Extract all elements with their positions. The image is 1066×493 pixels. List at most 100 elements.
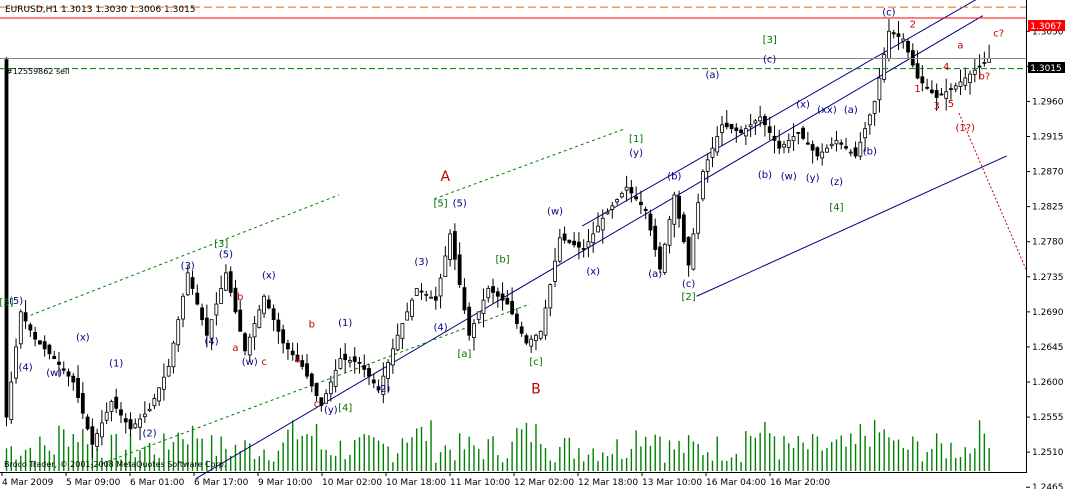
- candle-body: [624, 186, 629, 191]
- wave-label: [5]: [0, 298, 14, 309]
- time-tick-label: 12 Mar 02:00: [514, 478, 574, 488]
- candle-body: [343, 353, 348, 360]
- candle-body: [386, 362, 391, 379]
- candle-body: [157, 387, 162, 402]
- candle-body: [462, 287, 467, 311]
- candle-body: [281, 329, 286, 344]
- candle-body: [720, 124, 724, 133]
- candle-body: [963, 77, 968, 86]
- candle-body: [634, 196, 639, 200]
- candle-body: [839, 142, 844, 145]
- candle-body: [543, 307, 548, 336]
- candle-body: [534, 334, 538, 342]
- candle-body: [252, 323, 257, 338]
- candle-body: [348, 360, 352, 363]
- wave-label: (1?): [956, 123, 976, 134]
- candle-body: [433, 296, 438, 301]
- time-tick-label: 12 Mar 18:00: [578, 478, 638, 488]
- candle-body: [505, 298, 510, 305]
- candle-body: [820, 151, 825, 159]
- candle-body: [109, 401, 114, 412]
- candle-body: [782, 143, 786, 148]
- candle-body: [476, 311, 481, 320]
- candle-body: [381, 375, 386, 395]
- wave-label: (4): [205, 337, 219, 348]
- candle-body: [586, 241, 591, 248]
- candle-body: [553, 260, 557, 282]
- wave-label: [a]: [457, 349, 471, 360]
- time-tick-label: 13 Mar 10:00: [642, 478, 702, 488]
- volume-histogram: [5, 419, 990, 471]
- candle-body: [424, 293, 429, 296]
- wave-label: (a): [844, 105, 858, 116]
- candle-body: [438, 277, 443, 297]
- wave-label: [5]: [433, 199, 447, 210]
- wave-label: (y): [806, 173, 820, 184]
- candle-body: [47, 344, 52, 355]
- time-tick-label: 5 Mar 09:00: [66, 478, 121, 488]
- wave-label: (3): [181, 261, 195, 272]
- price-tick-label: 1.2735: [1032, 273, 1064, 283]
- candle-body: [495, 291, 500, 297]
- candle-body: [648, 213, 653, 231]
- candle-body: [772, 135, 777, 141]
- candle-body: [452, 231, 457, 260]
- candle-body: [333, 369, 338, 387]
- candle-body: [410, 299, 414, 317]
- wave-label: a: [957, 40, 963, 51]
- wave-label: (x): [586, 266, 600, 277]
- candle-body: [314, 383, 319, 397]
- candle-body: [486, 288, 491, 299]
- wave-label: (w): [547, 206, 563, 217]
- upper-channel-lower: [696, 155, 1007, 297]
- candle-body: [181, 295, 185, 320]
- candle-body: [605, 211, 610, 215]
- candle-body: [95, 433, 100, 447]
- candle-body: [672, 194, 677, 225]
- wave-label: (w): [242, 357, 258, 368]
- time-tick-label: 6 Mar 01:00: [130, 478, 185, 488]
- candle-body: [791, 136, 796, 142]
- candle-body: [577, 241, 581, 248]
- price-tick-label: 1.2555: [1032, 413, 1064, 423]
- candle-body: [529, 338, 534, 347]
- candle-body: [419, 290, 424, 293]
- price-tick-label: 1.2780: [1032, 238, 1064, 248]
- candle-body: [257, 309, 262, 328]
- candle-body: [910, 50, 915, 66]
- candle-body: [643, 208, 648, 211]
- wave-label: A: [441, 169, 451, 185]
- candle-body: [362, 365, 367, 370]
- candle-body: [219, 288, 224, 304]
- candle-body: [233, 287, 238, 313]
- candle-body: [247, 336, 252, 356]
- candle-body: [457, 254, 462, 285]
- candle-body: [982, 62, 987, 64]
- candle-body: [920, 76, 925, 84]
- candle-body: [677, 195, 681, 219]
- wave-label: (w): [46, 368, 62, 379]
- candle-body: [600, 217, 605, 231]
- time-tick-label: 10 Mar 02:00: [322, 478, 382, 488]
- candle-body: [953, 85, 958, 90]
- candle-body: [290, 350, 295, 356]
- price-tick-label: 1.2465: [1032, 483, 1064, 489]
- candle-body: [853, 147, 858, 157]
- candle-body: [481, 299, 486, 314]
- wave-label: (b): [667, 171, 681, 182]
- wave-label: c: [261, 357, 267, 368]
- wave-label: (2): [143, 429, 157, 440]
- candle-body: [949, 88, 953, 91]
- candle-body: [667, 219, 672, 246]
- candle-body: [448, 233, 453, 260]
- candle-body: [567, 239, 572, 243]
- price-tick-label: 1.2870: [1032, 168, 1064, 178]
- wave-label: (y): [324, 405, 338, 416]
- candle-body: [491, 286, 495, 293]
- candle-body: [71, 375, 76, 383]
- candle-body: [686, 236, 691, 266]
- candle-body: [100, 422, 104, 438]
- candle-body: [14, 346, 18, 379]
